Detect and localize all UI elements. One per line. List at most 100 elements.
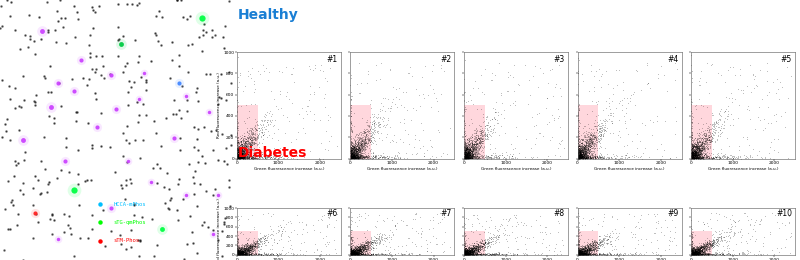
Point xyxy=(710,155,722,159)
Point xyxy=(354,251,366,256)
Point xyxy=(686,149,699,153)
Point xyxy=(458,249,471,253)
Point xyxy=(477,141,490,145)
Point xyxy=(477,242,490,246)
Point xyxy=(350,250,363,255)
Point xyxy=(716,156,729,160)
Point xyxy=(240,142,253,146)
Point xyxy=(582,147,594,151)
Point xyxy=(594,239,606,243)
Point xyxy=(693,251,706,255)
Point xyxy=(575,148,588,152)
Point xyxy=(572,242,585,246)
Point xyxy=(239,151,252,155)
Point xyxy=(594,120,607,125)
Point xyxy=(460,147,473,151)
Point xyxy=(462,150,475,154)
Point xyxy=(691,248,704,252)
Point xyxy=(596,253,609,257)
Point xyxy=(578,145,591,149)
Point xyxy=(582,144,595,148)
Point xyxy=(686,250,698,255)
Point xyxy=(346,155,358,159)
Point xyxy=(460,251,473,255)
Point xyxy=(606,248,618,252)
Point xyxy=(242,253,255,257)
Point xyxy=(238,148,250,153)
Point xyxy=(686,253,699,257)
Point xyxy=(578,142,591,146)
Point xyxy=(355,246,368,250)
Point xyxy=(578,154,590,158)
Point xyxy=(583,147,596,152)
Point xyxy=(375,233,388,237)
Point xyxy=(358,145,370,149)
Point xyxy=(231,156,244,160)
Point xyxy=(578,252,591,257)
Point xyxy=(571,242,584,246)
Point xyxy=(262,70,275,74)
Point xyxy=(272,138,285,142)
Point xyxy=(344,142,357,147)
Point xyxy=(351,141,364,145)
Point xyxy=(583,142,596,146)
Point xyxy=(237,151,250,155)
Point xyxy=(578,249,590,254)
Point xyxy=(574,253,586,257)
Point xyxy=(346,155,359,159)
Point xyxy=(458,252,470,256)
Point xyxy=(693,248,706,252)
Point xyxy=(384,125,397,129)
Point xyxy=(688,252,701,256)
Point xyxy=(345,149,358,153)
Point xyxy=(239,146,252,151)
Point xyxy=(476,140,489,145)
Point xyxy=(234,253,247,257)
Point xyxy=(461,249,474,253)
Point xyxy=(582,250,595,254)
Point xyxy=(346,252,358,256)
Point xyxy=(247,252,260,256)
Point xyxy=(480,136,493,140)
Point xyxy=(347,156,360,160)
Point xyxy=(317,157,330,161)
Point xyxy=(458,156,471,160)
Point xyxy=(348,151,361,155)
Point xyxy=(471,151,484,155)
Point xyxy=(461,148,474,152)
Point xyxy=(460,246,473,250)
Point xyxy=(576,150,589,154)
Point xyxy=(479,136,492,141)
Point xyxy=(692,154,705,159)
Point xyxy=(616,80,629,84)
Point xyxy=(458,148,471,152)
Point xyxy=(458,156,470,160)
Point xyxy=(471,142,484,146)
Point xyxy=(490,252,503,256)
Point xyxy=(490,153,502,157)
Point xyxy=(420,147,433,152)
Point xyxy=(238,152,250,156)
Point xyxy=(576,153,589,157)
Point xyxy=(694,152,706,156)
Point xyxy=(260,238,273,242)
Point xyxy=(576,155,589,159)
Point xyxy=(345,251,358,256)
Point xyxy=(344,146,357,151)
Point xyxy=(698,139,711,144)
Point xyxy=(574,249,586,253)
Point xyxy=(470,252,482,256)
Point xyxy=(234,230,247,234)
Point xyxy=(699,238,712,242)
Point xyxy=(234,155,246,160)
Point xyxy=(233,217,246,222)
Point xyxy=(250,137,262,141)
Point xyxy=(357,244,370,249)
Point xyxy=(350,247,363,251)
Point xyxy=(586,146,598,150)
Point xyxy=(686,252,698,256)
Point xyxy=(462,146,474,151)
Point xyxy=(750,252,762,257)
Point xyxy=(459,249,472,253)
Point xyxy=(584,145,597,149)
